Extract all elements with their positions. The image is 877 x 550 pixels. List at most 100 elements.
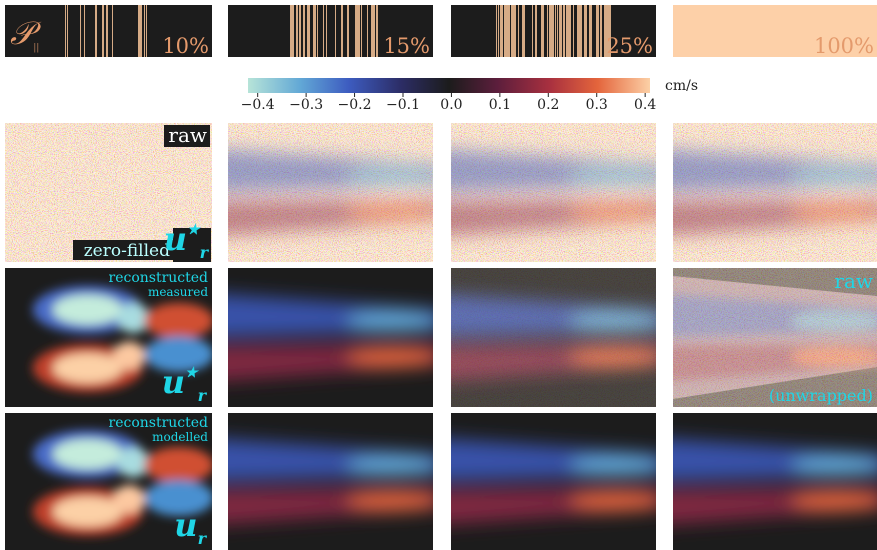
mask-line [570, 5, 571, 57]
mask-line [509, 5, 510, 57]
mask-line [107, 5, 108, 57]
annotation: (unwrapped) [769, 386, 873, 405]
mask-line [112, 5, 113, 57]
blob [53, 439, 123, 469]
jet-upper-core [347, 455, 437, 474]
mask-line [341, 5, 342, 57]
field-panel [208, 268, 443, 407]
mask-line [584, 5, 585, 57]
mask-line [357, 5, 358, 57]
mask-line [549, 5, 550, 57]
mask-line [514, 5, 516, 57]
symbol-main: u [174, 506, 197, 544]
colorbar-tick-label: −0.1 [386, 97, 420, 113]
mask-line [591, 5, 592, 57]
annotation: modelled [152, 430, 208, 444]
mask-line [106, 5, 107, 57]
mask-line [568, 5, 569, 57]
noise [451, 123, 656, 262]
mask-line [573, 5, 574, 57]
mask-line [522, 5, 523, 57]
blob [144, 447, 214, 483]
blob [53, 497, 123, 527]
mask-line [361, 5, 362, 57]
mask-line [299, 5, 300, 57]
field-panel [431, 123, 666, 262]
colorbar [248, 78, 650, 93]
annotation: reconstructed [109, 270, 209, 286]
mask-line [300, 5, 301, 57]
mask-line [563, 5, 565, 57]
mask-label: 25% [606, 34, 653, 58]
mask-line [543, 5, 544, 57]
mask-line [504, 5, 505, 57]
jet-lower-core [570, 491, 660, 510]
field-panel [431, 268, 666, 407]
mask-line [102, 5, 104, 57]
mask-line [139, 5, 140, 57]
jet-upper-core [791, 455, 877, 474]
mask-line [555, 5, 556, 57]
mask-line [508, 5, 509, 57]
mask-line [557, 5, 558, 57]
mask-line [532, 5, 533, 57]
mask-line [65, 5, 66, 57]
mask-line [358, 5, 360, 57]
mask-panel: 25% [451, 5, 656, 58]
mask-line [579, 5, 580, 57]
field-panel [431, 413, 666, 550]
noise [673, 123, 877, 262]
mask-line [140, 5, 142, 57]
blob [53, 353, 123, 383]
mask-line [580, 5, 582, 57]
mask-line [326, 5, 327, 57]
colorbar-tick-label: −0.3 [289, 97, 323, 113]
noise [228, 123, 433, 262]
field-background [228, 413, 433, 550]
mask-line [373, 5, 375, 57]
mask-line [308, 5, 309, 57]
field-panel [653, 413, 877, 550]
mask-line [342, 5, 343, 57]
symbol-main: u [162, 363, 185, 401]
annotation: raw [834, 269, 873, 293]
annotation: reconstructed [109, 415, 209, 431]
colorbar-tick-label: 0.0 [440, 97, 462, 113]
mask-line [367, 5, 368, 57]
field-background [228, 268, 433, 407]
colorbar-tick-label: −0.2 [338, 97, 372, 113]
mask-line [293, 5, 294, 57]
mask-line [348, 5, 349, 57]
mask-line [551, 5, 552, 57]
colorbar-tick-label: 0.3 [586, 97, 608, 113]
mask-line [501, 5, 503, 57]
mask-line [541, 5, 543, 57]
symbol-main: u [164, 220, 187, 258]
field-panel [208, 123, 443, 262]
noise [451, 268, 656, 407]
mask-panel: 15% [228, 5, 433, 58]
blob [113, 485, 145, 513]
mask-line [377, 5, 378, 57]
field-panel [653, 123, 877, 262]
mask-line [560, 5, 562, 57]
mask-line [590, 5, 591, 57]
blob [113, 342, 145, 370]
colorbar-unit: cm/s [665, 78, 698, 94]
mask-label: 100% [814, 34, 874, 58]
mask-line [511, 5, 512, 57]
figure: cm/s 10%15%25%100%𝒫||−0.4−0.3−0.2−0.10.0… [0, 0, 877, 550]
annotation: zero-filled [84, 241, 170, 261]
field-panel: raw (unwrapped) [653, 268, 877, 407]
annotation: measured [148, 285, 208, 299]
mask-line [80, 5, 81, 57]
jet-upper-core [347, 311, 437, 330]
mask-line [597, 5, 599, 57]
colorbar-tick-label: −0.4 [241, 97, 275, 113]
mask-line [347, 5, 348, 57]
mask-line [335, 5, 336, 57]
mask-line [550, 5, 551, 57]
